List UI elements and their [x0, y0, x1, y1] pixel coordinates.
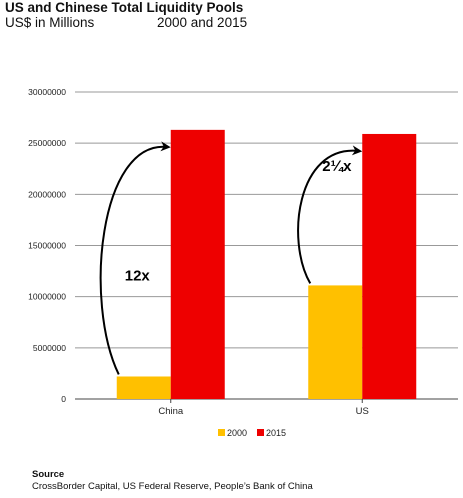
y-tick-label: 15000000: [28, 241, 66, 251]
growth-arrow-us: [297, 145, 363, 284]
chart-subtitle: US$ in Millions 2000 and 2015: [5, 15, 247, 30]
y-tick-label: 30000000: [28, 87, 66, 97]
legend-label-2015: 2015: [266, 428, 286, 438]
growth-label-china: 12x: [125, 268, 151, 285]
y-tick-label: 10000000: [28, 292, 66, 302]
y-tick-label: 0: [61, 394, 66, 404]
bar-us-2000: [308, 285, 363, 399]
y-tick-label: 25000000: [28, 138, 66, 148]
bar-us-2015: [362, 133, 417, 399]
source-text: CrossBorder Capital, US Federal Reserve,…: [32, 481, 313, 492]
legend-swatch-2000: [218, 429, 225, 436]
legend-swatch-2015: [257, 429, 264, 436]
source-label: Source: [32, 469, 65, 480]
chart-title: US and Chinese Total Liquidity Pools: [5, 0, 244, 15]
bar-china-2015: [170, 129, 225, 399]
x-tick-label-us: US: [356, 406, 369, 417]
x-tick-label-china: China: [158, 406, 184, 417]
y-tick-label: 5000000: [33, 343, 66, 353]
growth-arrow-china: [99, 141, 171, 375]
legend-label-2000: 2000: [227, 428, 247, 438]
bar-china-2000: [116, 376, 171, 399]
units-label: US$ in Millions: [5, 15, 95, 30]
period-label: 2000 and 2015: [157, 15, 248, 30]
y-tick-label: 20000000: [28, 189, 66, 199]
growth-label-us: 2¼x: [322, 158, 352, 175]
